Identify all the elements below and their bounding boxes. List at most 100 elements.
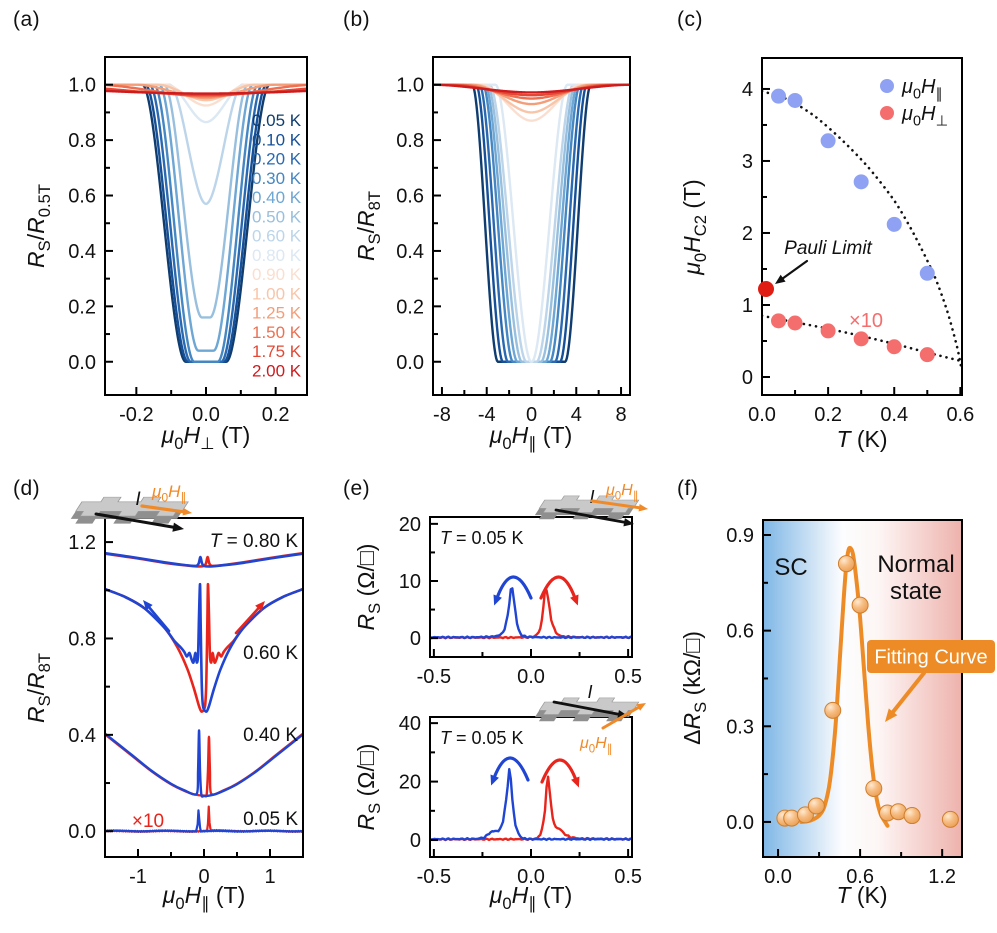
- curve-up-sweep: [430, 775, 632, 842]
- point-ΔRS data: [903, 807, 921, 825]
- x-tick-label: -0.5: [417, 866, 451, 888]
- curve-H-parallel fit: [762, 89, 962, 372]
- legend-entry-1.50 K: 1.50 K: [252, 323, 302, 342]
- x-axis-title-b: μ0H∥ (T): [489, 422, 573, 453]
- panel-letter-a: (a): [13, 8, 41, 31]
- panel-c-svg: 0.0 0.2 0.4 0.6 0 1 2 3 4 T (K) μ0HC2 (T) μ0H∥μ0H⊥ P…: [679, 57, 974, 452]
- legend-label-h-parallel: μ0H∥: [901, 76, 943, 102]
- fitting-curve-tag-box: [867, 640, 995, 673]
- point-μ0H∥: [853, 174, 869, 190]
- y-tick-label: 1.0: [68, 75, 96, 97]
- legend-entry-0.60 K: 0.60 K: [252, 227, 302, 246]
- y-tick-label: 0.2: [396, 296, 424, 318]
- x-tick-label: 0.0: [748, 404, 776, 426]
- legend-entry-0.90 K: 0.90 K: [252, 265, 302, 284]
- y-tick-label: 0.2: [68, 296, 96, 318]
- y-tick-label: 40: [399, 713, 421, 735]
- ccw-sweep-arrow-arc: [492, 756, 530, 782]
- x-tick-label: 0: [198, 866, 209, 888]
- ccw-sweep-arrow-head: [493, 594, 502, 606]
- normal-state-label-line1: Normal: [877, 551, 954, 578]
- legend-entry-1.75 K: 1.75 K: [252, 342, 302, 361]
- x-tick-label: 0.5: [614, 866, 642, 888]
- y-axis-title-d: RS/R8T: [23, 653, 54, 723]
- temp-label-040: 0.40 K: [243, 725, 298, 746]
- fitting-curve-arrow-shaft: [889, 671, 926, 717]
- y-tick-label: 0.6: [396, 186, 424, 208]
- x-tick-label: 0.6: [946, 404, 974, 426]
- y-tick-label: 0.0: [726, 812, 754, 834]
- y-tick-label: 0: [742, 367, 753, 389]
- curve-2.00 K: [105, 89, 307, 95]
- y-tick-label: 0.6: [726, 621, 754, 643]
- axes-frame-b: [432, 56, 631, 396]
- point-μ0H∥: [820, 133, 836, 149]
- curve-1.50 K: [105, 83, 307, 98]
- panel-letter-d: (d): [13, 477, 41, 500]
- times10-label: ×10: [849, 310, 883, 332]
- curve-0.80 K down-sweep: [105, 551, 303, 568]
- legend-entry-0.40 K: 0.40 K: [252, 188, 302, 207]
- current-label: I: [589, 487, 594, 507]
- field-arrow-shaft: [590, 499, 643, 510]
- curve-down-sweep: [430, 587, 632, 640]
- point-ΔRS data: [807, 797, 825, 815]
- field-arrow-head: [638, 503, 648, 512]
- curve-0.50 K: [433, 83, 630, 363]
- field-label: μ0H∥: [579, 735, 612, 755]
- point-ΔRS data: [837, 555, 855, 573]
- y-tick-label: 10: [399, 571, 421, 593]
- temp-label-005: 0.05 K: [243, 809, 298, 830]
- field-arrow-head: [636, 703, 646, 711]
- down-sweep-arrow-head: [143, 600, 153, 611]
- temp-label-080: T = 0.80 K: [210, 531, 299, 552]
- times10-label: ×10: [132, 811, 164, 832]
- curve-1.25 K: [105, 83, 307, 100]
- temp-label-060: 0.60 K: [243, 643, 298, 664]
- plot-area-b: [433, 83, 630, 363]
- field-arrow-shaft: [601, 704, 642, 730]
- point-μ0H∥: [771, 88, 787, 104]
- panel-d-svg: -1 0 1 0.0 0.4 0.8 1.2 μ0H∥ (T) RS/R8T I μ0H∥ T = 0…: [23, 482, 304, 913]
- point-μ0H⊥ ×10: [820, 323, 836, 339]
- normal-state-label-line2: state: [890, 578, 942, 605]
- plot-area-d: [105, 551, 303, 834]
- plot-area-a: [105, 83, 307, 363]
- y-tick-label: 0.0: [68, 352, 96, 374]
- curve-0.05 K: [433, 83, 630, 363]
- legend-entry-0.80 K: 0.80 K: [252, 246, 302, 265]
- y-axis-title-b: RS/R8T: [353, 191, 384, 261]
- curve-0.60 K up-sweep: [105, 582, 303, 713]
- curve-0.30 K: [433, 83, 630, 363]
- y-tick-label: 4: [742, 79, 753, 101]
- curve-0.40 K: [433, 83, 630, 363]
- current-arrow-shaft: [94, 512, 178, 530]
- point-ΔRS data: [824, 701, 842, 719]
- y-tick-label: 0.3: [726, 716, 754, 738]
- cw-sweep-arrow-head: [571, 776, 580, 788]
- y-tick-label: 0: [410, 628, 421, 650]
- plot-area-e1: [430, 587, 632, 640]
- temp-label: T = 0.05 K: [440, 728, 524, 748]
- field-arrow-head: [182, 508, 192, 516]
- y-tick-label: 1.0: [396, 75, 424, 97]
- panel-letter-b: (b): [343, 8, 371, 31]
- curve-down-sweep: [430, 767, 632, 842]
- point-μ0H⊥ ×10: [771, 313, 787, 329]
- curve-0.20 K: [433, 83, 630, 363]
- panel-letter-c: (c): [677, 8, 703, 31]
- device-iso-group: [70, 496, 189, 524]
- x-tick-label: 1: [264, 866, 275, 888]
- fitting-curve-tag-text: Fitting Curve: [874, 647, 987, 669]
- fitting-curve-arrow-head: [885, 708, 898, 722]
- x-tick-label: -4: [478, 404, 496, 426]
- current-arrow-head: [172, 522, 184, 532]
- x-tick-label: 8: [615, 404, 626, 426]
- current-label: I: [587, 682, 592, 702]
- y-tick-label: 1: [742, 295, 753, 317]
- legend-entry-1.00 K: 1.00 K: [252, 284, 302, 303]
- y-tick-label: 0.4: [396, 241, 424, 263]
- sc-region-label: SC: [774, 554, 807, 581]
- ccw-sweep-arrow-arc: [495, 575, 533, 600]
- panel-letter-e: (e): [343, 477, 371, 500]
